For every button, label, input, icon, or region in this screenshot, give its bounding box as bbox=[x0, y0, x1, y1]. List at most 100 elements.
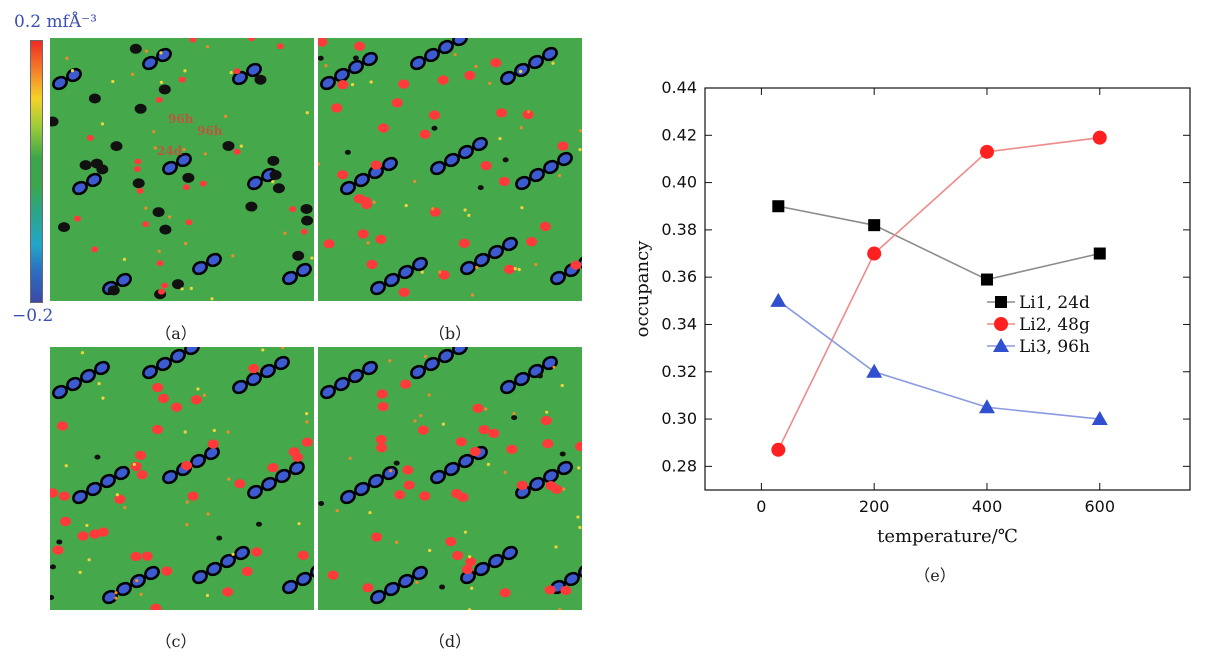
li3-density-blob bbox=[100, 473, 116, 489]
noise-speck bbox=[350, 82, 355, 87]
li3-density-blob bbox=[66, 376, 82, 392]
noise-speck bbox=[183, 430, 187, 434]
li3-density-blob bbox=[348, 368, 364, 384]
li2-density-dot bbox=[50, 488, 59, 498]
li3-density-blob bbox=[398, 264, 414, 280]
li2-density-dot bbox=[499, 588, 511, 598]
li1-density-blob bbox=[129, 43, 142, 54]
li2-density-dot bbox=[376, 389, 388, 399]
li3-density-blob bbox=[52, 75, 68, 91]
density-map-b-pattern bbox=[318, 38, 582, 298]
li1-density-blob bbox=[559, 451, 566, 457]
panel-label-b: （b） bbox=[428, 324, 472, 343]
li3-density-blob bbox=[550, 270, 566, 286]
li2-density-dot bbox=[91, 246, 99, 253]
li2-density-dot bbox=[136, 470, 148, 480]
li3-density-blob bbox=[234, 545, 250, 561]
li3-density-blob bbox=[362, 51, 378, 67]
noise-speck bbox=[413, 419, 417, 423]
li3-density-blob bbox=[340, 489, 356, 505]
li2-density-dot bbox=[544, 585, 556, 595]
li2-density-dot bbox=[130, 551, 142, 562]
li1-density-blob bbox=[477, 185, 484, 191]
li2-density-dot bbox=[150, 603, 162, 610]
noise-speck bbox=[428, 548, 432, 553]
li3-density-blob bbox=[557, 460, 573, 476]
li2-density-dot bbox=[289, 206, 297, 213]
li2-density-dot bbox=[438, 270, 450, 280]
li2-density-dot bbox=[251, 547, 263, 557]
noise-speck bbox=[139, 592, 143, 596]
noise-speck bbox=[513, 267, 517, 271]
li1-density-blob bbox=[171, 279, 184, 290]
li2-density-dot bbox=[398, 79, 410, 89]
li2-density-dot bbox=[185, 219, 193, 226]
li2-density-dot bbox=[419, 491, 431, 501]
li2-density-dot bbox=[469, 446, 481, 457]
li2-density-dot bbox=[337, 170, 349, 180]
noise-speck bbox=[189, 286, 193, 291]
x-tick-label: 0 bbox=[756, 497, 766, 516]
noise-speck bbox=[153, 146, 157, 150]
li2-density-dot bbox=[233, 148, 241, 155]
li3-density-blob bbox=[438, 348, 454, 364]
noise-speck bbox=[114, 596, 118, 600]
li3-density-blob bbox=[86, 172, 102, 188]
noise-speck bbox=[168, 215, 172, 219]
li1-density-blob bbox=[152, 207, 165, 218]
li3-density-blob bbox=[320, 384, 336, 400]
li3-density-blob bbox=[528, 54, 544, 70]
li3-density-blob bbox=[444, 152, 460, 168]
y-tick-label: 0.44 bbox=[661, 78, 697, 97]
li3-density-blob bbox=[458, 144, 474, 160]
noise-speck bbox=[576, 515, 580, 519]
li2-density-dot bbox=[156, 260, 164, 267]
noise-speck bbox=[545, 410, 549, 414]
li3-density-blob bbox=[260, 363, 276, 379]
legend-marker-2 bbox=[994, 317, 1008, 331]
noise-speck bbox=[101, 396, 105, 400]
y-tick-label: 0.38 bbox=[661, 220, 697, 239]
li3-density-blob bbox=[502, 236, 518, 252]
noise-speck bbox=[551, 61, 555, 65]
li2-density-dot bbox=[461, 564, 473, 575]
li2-density-dot bbox=[301, 437, 313, 447]
noise-speck bbox=[558, 607, 562, 610]
noise-speck bbox=[135, 579, 139, 583]
noise-speck bbox=[157, 249, 161, 253]
noise-speck bbox=[512, 412, 516, 416]
site-label-96h-1: 96h bbox=[168, 112, 194, 126]
li1-density-blob bbox=[94, 454, 101, 460]
noise-speck bbox=[183, 69, 187, 73]
li3-density-blob bbox=[206, 252, 222, 268]
li2-density-dot bbox=[318, 38, 328, 47]
li1-density-blob bbox=[318, 501, 325, 507]
noise-speck bbox=[65, 56, 69, 60]
noise-speck bbox=[271, 180, 275, 184]
noise-speck bbox=[226, 430, 230, 434]
x-tick-label: 400 bbox=[972, 497, 1003, 516]
y-tick-label: 0.28 bbox=[661, 456, 697, 475]
li2-density-dot bbox=[297, 550, 309, 561]
li2-density-dot bbox=[141, 551, 153, 561]
li2-density-dot bbox=[74, 215, 82, 222]
li2-density-dot bbox=[403, 480, 415, 490]
panel-label-e: （e） bbox=[914, 566, 956, 585]
noise-speck bbox=[554, 545, 558, 549]
li1-density-blob bbox=[90, 158, 103, 169]
noise-speck bbox=[205, 45, 210, 49]
li3-density-blob bbox=[296, 262, 312, 278]
li2-density-dot bbox=[539, 221, 551, 232]
noise-speck bbox=[475, 265, 479, 270]
li1-density-blob bbox=[502, 157, 509, 163]
li3-density-blob bbox=[542, 46, 558, 62]
noise-speck bbox=[438, 270, 442, 274]
noise-speck bbox=[283, 231, 287, 235]
noise-speck bbox=[453, 52, 457, 57]
li3-density-blob bbox=[412, 256, 428, 272]
series-2-point bbox=[867, 246, 882, 261]
li3-density-blob bbox=[410, 364, 426, 380]
li3-density-blob bbox=[220, 553, 236, 569]
li3-density-blob bbox=[370, 280, 386, 296]
li1-density-blob bbox=[56, 539, 63, 545]
